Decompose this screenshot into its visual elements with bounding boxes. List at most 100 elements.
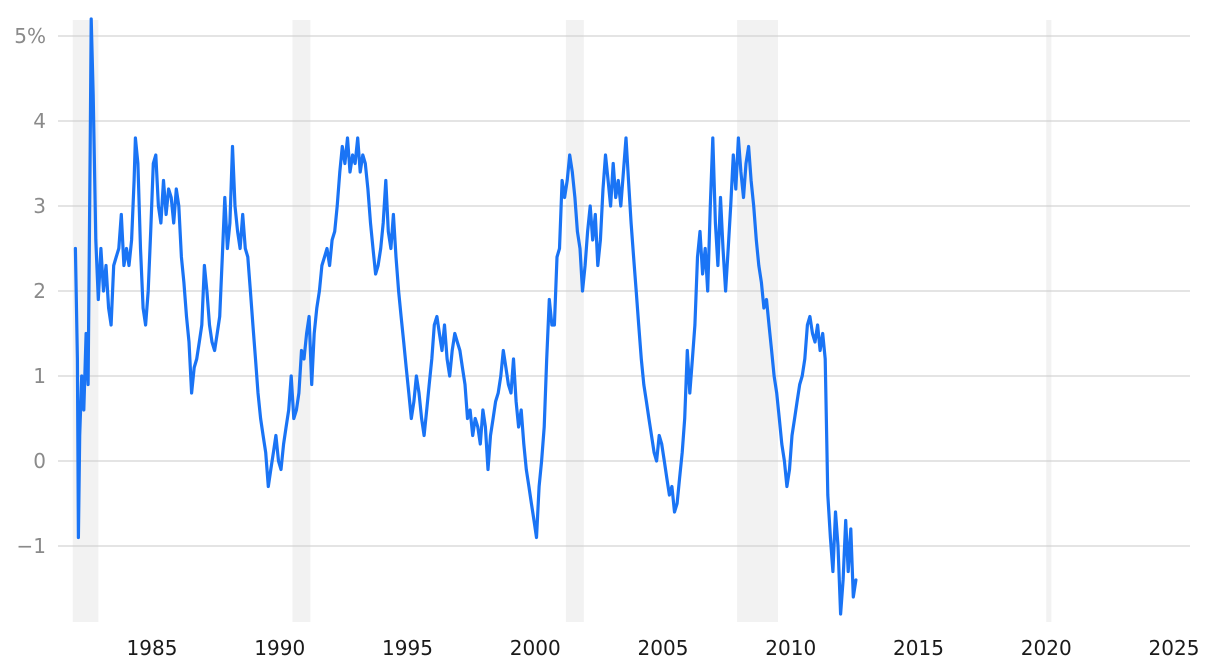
data-point [293, 418, 295, 420]
data-point [336, 205, 338, 207]
data-point [255, 358, 257, 360]
data-point [319, 290, 321, 292]
data-point [702, 273, 704, 275]
data-point [584, 265, 586, 267]
data-point [492, 418, 494, 420]
data-point [661, 443, 663, 445]
data-point [115, 256, 117, 258]
data-point [464, 384, 466, 386]
data-point [288, 409, 290, 411]
data-point [131, 239, 133, 241]
data-point [732, 154, 734, 156]
data-point [311, 384, 313, 386]
x-tick-label: 2020 [1021, 636, 1072, 660]
data-point [490, 435, 492, 437]
data-point [699, 231, 701, 233]
data-point [500, 375, 502, 377]
data-point [321, 265, 323, 267]
data-point [165, 214, 167, 216]
data-point [273, 452, 275, 454]
data-point [92, 95, 94, 97]
y-tick-label: 4 [33, 109, 46, 133]
data-point [559, 248, 561, 250]
data-point [290, 375, 292, 377]
y-tick-label: 0 [33, 449, 46, 473]
data-point [329, 265, 331, 267]
recession-band-3 [737, 20, 778, 622]
data-point [656, 460, 658, 462]
data-point [413, 401, 415, 403]
data-point [462, 367, 464, 369]
data-point [257, 392, 259, 394]
data-point [850, 528, 852, 530]
data-point [316, 307, 318, 309]
recession-band-4 [1046, 20, 1052, 622]
data-point [118, 248, 120, 250]
data-point [250, 290, 252, 292]
data-point [408, 392, 410, 394]
data-point [778, 418, 780, 420]
gridlines [58, 35, 1190, 547]
data-point [393, 214, 395, 216]
data-point [676, 503, 678, 505]
y-tick-label: −1 [17, 534, 46, 558]
data-point [451, 350, 453, 352]
data-point [98, 299, 100, 301]
data-point [485, 426, 487, 428]
data-point [686, 350, 688, 352]
data-point [715, 222, 717, 224]
data-point [755, 239, 757, 241]
data-point [799, 384, 801, 386]
data-point [830, 537, 832, 539]
y-tick-label: 5% [14, 24, 46, 48]
data-point [431, 358, 433, 360]
data-point [679, 477, 681, 479]
data-point [666, 477, 668, 479]
data-point [538, 486, 540, 488]
data-point [344, 163, 346, 165]
data-point [694, 324, 696, 326]
data-point [607, 180, 609, 182]
data-point [735, 188, 737, 190]
data-point [503, 350, 505, 352]
data-point [439, 333, 441, 335]
data-point [784, 460, 786, 462]
data-point [426, 409, 428, 411]
data-point [224, 197, 226, 199]
data-point [577, 231, 579, 233]
data-point [612, 163, 614, 165]
data-point [646, 401, 648, 403]
data-point [147, 290, 149, 292]
data-point [188, 341, 190, 343]
data-point [395, 256, 397, 258]
x-tick-label: 2010 [765, 636, 816, 660]
data-point [83, 409, 85, 411]
data-point [651, 435, 653, 437]
data-point [630, 222, 632, 224]
data-point [707, 290, 709, 292]
data-point [150, 231, 152, 233]
data-point [786, 486, 788, 488]
data-point [296, 409, 298, 411]
data-point [232, 146, 234, 148]
data-point [840, 613, 842, 615]
data-point [597, 265, 599, 267]
data-point [206, 290, 208, 292]
data-point [326, 248, 328, 250]
y-tick-label: 2 [33, 279, 46, 303]
data-point [352, 154, 354, 156]
data-point [681, 452, 683, 454]
data-point [594, 214, 596, 216]
data-point [81, 375, 83, 377]
series-line-0 [73, 17, 858, 616]
data-point [444, 324, 446, 326]
data-point [536, 537, 538, 539]
data-point [260, 418, 262, 420]
data-point [776, 392, 778, 394]
data-point [100, 248, 102, 250]
data-point [234, 205, 236, 207]
data-point [697, 256, 699, 258]
data-point [827, 494, 829, 496]
x-tick-label: 2015 [893, 636, 944, 660]
data-point [105, 265, 107, 267]
